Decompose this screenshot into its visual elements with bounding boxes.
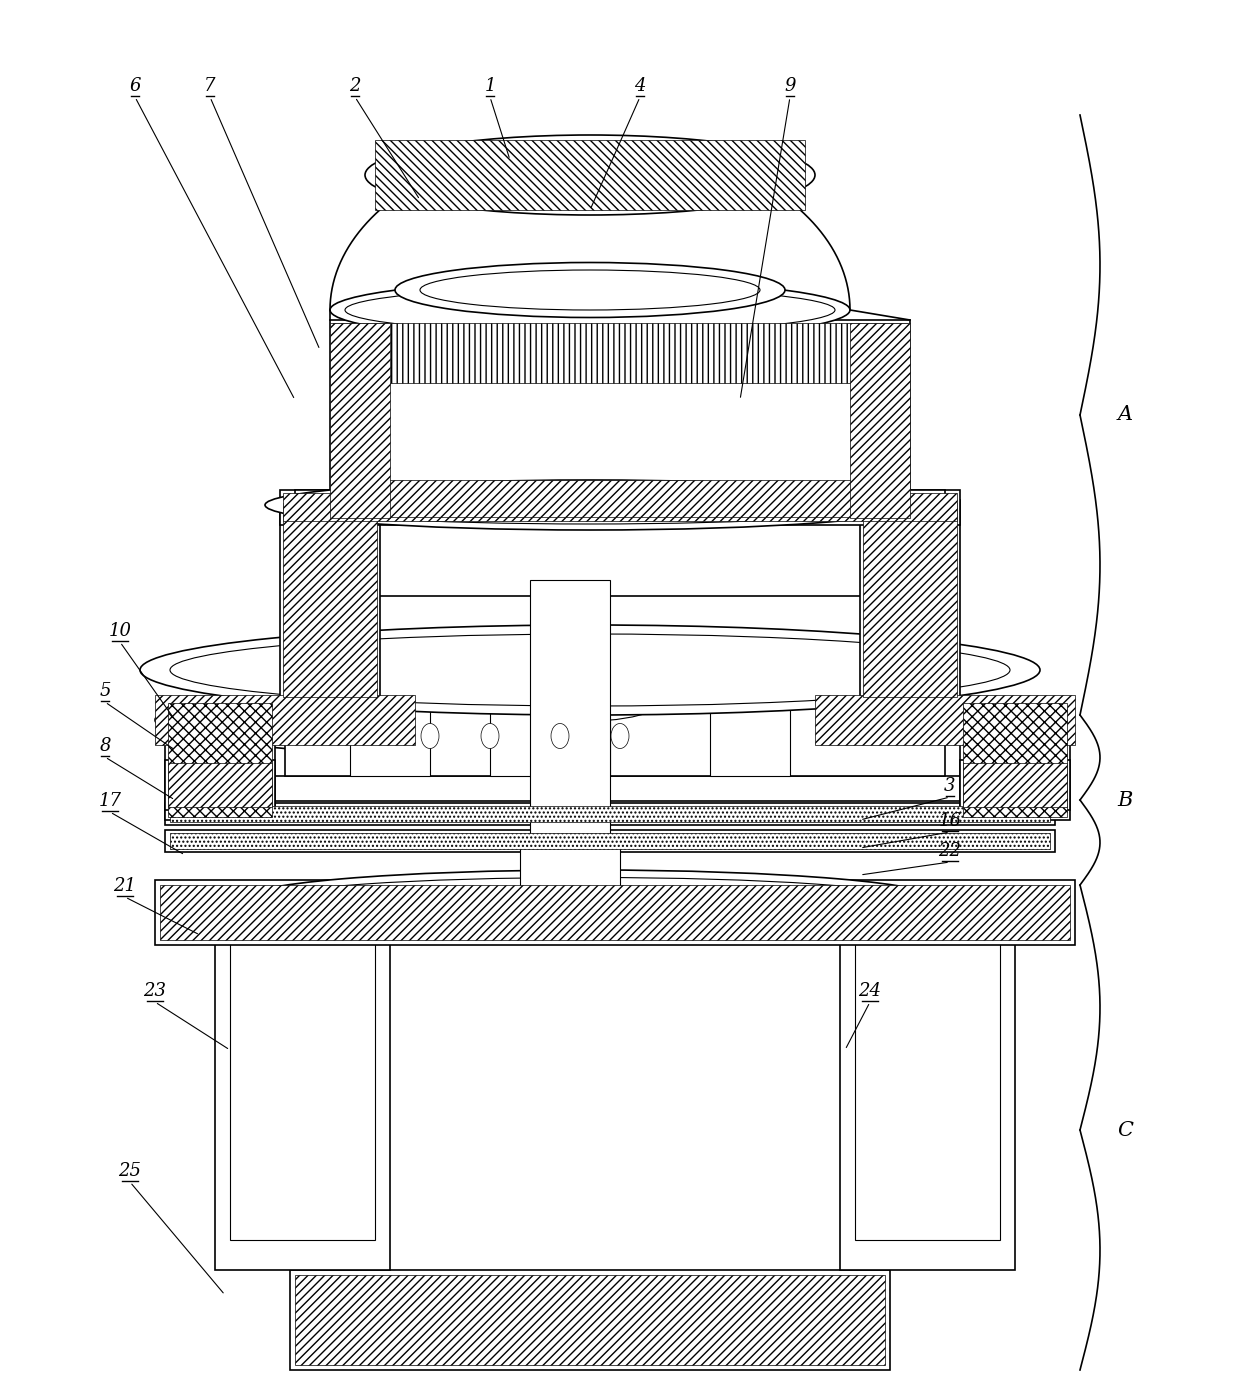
Bar <box>280 490 960 525</box>
Ellipse shape <box>500 651 680 721</box>
Bar <box>490 626 610 775</box>
Text: 1: 1 <box>485 77 496 95</box>
Bar <box>165 700 275 820</box>
Ellipse shape <box>481 724 498 749</box>
Text: 5: 5 <box>99 682 110 700</box>
Text: 17: 17 <box>98 792 122 810</box>
Text: C: C <box>1117 1120 1133 1140</box>
Bar <box>963 703 1066 817</box>
Bar <box>229 940 374 1241</box>
Bar <box>863 503 957 697</box>
Bar <box>160 886 1070 940</box>
Bar <box>285 597 945 775</box>
Text: 3: 3 <box>944 777 956 795</box>
Bar <box>334 323 906 383</box>
Text: 22: 22 <box>939 842 961 861</box>
Text: 4: 4 <box>634 77 646 95</box>
Ellipse shape <box>226 746 254 774</box>
Bar <box>170 833 1050 849</box>
Bar <box>290 1270 890 1370</box>
Bar <box>280 500 379 700</box>
Bar <box>175 775 1045 800</box>
Bar <box>520 840 620 890</box>
Ellipse shape <box>520 658 660 714</box>
Text: 10: 10 <box>109 622 131 640</box>
Bar <box>839 940 1016 1270</box>
Bar <box>960 700 1070 820</box>
Bar <box>167 703 272 817</box>
Ellipse shape <box>396 263 785 317</box>
Bar <box>283 493 957 521</box>
Ellipse shape <box>241 870 940 930</box>
Text: 2: 2 <box>350 77 361 95</box>
Ellipse shape <box>270 877 910 922</box>
Text: B: B <box>1117 791 1132 809</box>
Bar <box>334 481 906 517</box>
Ellipse shape <box>379 142 800 208</box>
Text: 9: 9 <box>784 77 796 95</box>
Ellipse shape <box>170 634 1011 705</box>
Ellipse shape <box>140 624 1040 715</box>
Ellipse shape <box>217 738 263 782</box>
Ellipse shape <box>977 738 1023 782</box>
Text: 23: 23 <box>144 982 166 1000</box>
Text: 25: 25 <box>119 1162 141 1180</box>
Bar <box>155 694 415 745</box>
Bar <box>963 763 1066 807</box>
Bar <box>167 763 272 807</box>
Bar <box>960 760 1070 810</box>
Text: 16: 16 <box>939 812 961 830</box>
Bar <box>283 503 377 697</box>
Ellipse shape <box>365 136 815 215</box>
Bar <box>155 880 1075 944</box>
Bar <box>856 940 999 1241</box>
Bar <box>711 645 790 775</box>
Bar <box>165 760 275 810</box>
Bar <box>215 940 391 1270</box>
Text: A: A <box>1117 405 1132 425</box>
Bar <box>295 490 945 520</box>
Ellipse shape <box>420 270 760 310</box>
Ellipse shape <box>422 724 439 749</box>
Ellipse shape <box>290 486 890 524</box>
Ellipse shape <box>611 724 629 749</box>
Bar <box>379 339 861 504</box>
Ellipse shape <box>265 481 915 529</box>
Bar <box>350 645 430 775</box>
Bar <box>330 323 391 518</box>
Bar <box>849 323 910 518</box>
Text: 24: 24 <box>858 982 882 1000</box>
Bar <box>529 580 610 880</box>
Text: 6: 6 <box>129 77 141 95</box>
Ellipse shape <box>345 288 835 332</box>
Ellipse shape <box>180 687 999 753</box>
Text: 21: 21 <box>114 877 136 895</box>
Bar <box>165 803 1055 826</box>
Ellipse shape <box>155 680 1025 760</box>
Text: 8: 8 <box>99 738 110 754</box>
Bar <box>170 806 1050 821</box>
Bar <box>295 1275 885 1365</box>
Ellipse shape <box>330 279 849 339</box>
Bar <box>165 830 1055 852</box>
Ellipse shape <box>551 724 569 749</box>
Bar <box>330 320 910 520</box>
Bar <box>815 694 1075 745</box>
Text: 7: 7 <box>205 77 216 95</box>
Ellipse shape <box>986 746 1014 774</box>
Bar <box>861 500 960 700</box>
Bar <box>374 140 805 210</box>
